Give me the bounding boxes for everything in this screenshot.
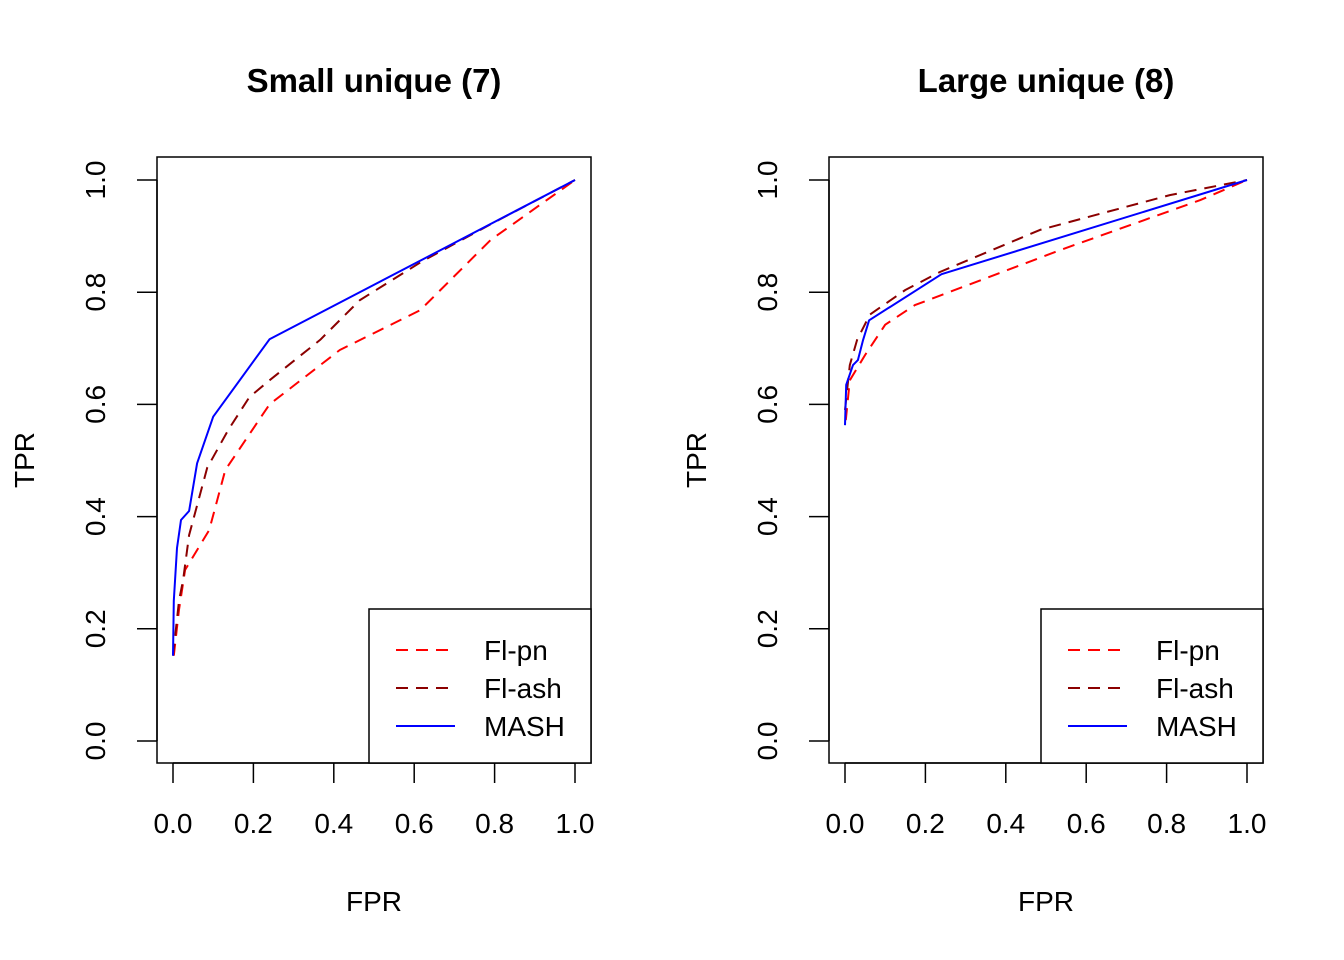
y-tick-label: 1.0	[80, 161, 111, 200]
x-tick-label: 0.6	[395, 808, 434, 839]
y-tick-label: 0.6	[80, 385, 111, 424]
chart-title: Small unique (7)	[247, 62, 502, 99]
y-axis: 0.0 0.2 0.4 0.6 0.8 1.0	[80, 161, 158, 761]
y-tick-label: 0.8	[80, 273, 111, 312]
series-line-mash	[844, 179, 1248, 426]
panel-small-unique: Small unique (7) 0.0 0.2 0.4 0.6 0.8 1.0 0.00…	[9, 62, 594, 917]
y-tick-label: 0.4	[752, 497, 783, 536]
series-line-fl-pn	[844, 179, 1248, 421]
y-tick-label: 0.8	[752, 273, 783, 312]
y-tick-label: 0.2	[752, 609, 783, 648]
chart-title: Large unique (8)	[918, 62, 1175, 99]
legend-box	[1040, 608, 1264, 764]
legend: Fl-pn Fl-ash MASH	[1040, 608, 1264, 764]
x-tick-label: 0.2	[234, 808, 273, 839]
series-layer	[844, 179, 1248, 426]
x-tick-label: 0.0	[826, 808, 865, 839]
x-tick-label: 0.4	[986, 808, 1025, 839]
y-axis-label: TPR	[681, 432, 712, 488]
series-line-mash	[172, 179, 576, 656]
y-axis-label: TPR	[9, 432, 40, 488]
x-tick-label: 0.2	[906, 808, 945, 839]
y-tick-label: 0.2	[80, 609, 111, 648]
x-axis: 0.0 0.2 0.4 0.6 0.8 1.0	[826, 762, 1267, 839]
legend-box	[368, 608, 592, 764]
legend-label: Fl-pn	[484, 635, 548, 666]
legend: Fl-pn Fl-ash MASH	[368, 608, 592, 764]
x-tick-label: 1.0	[556, 808, 595, 839]
y-axis: 0.0 0.2 0.4 0.6 0.8 1.0	[752, 161, 830, 761]
x-tick-label: 0.0	[154, 808, 193, 839]
legend-label: Fl-ash	[484, 673, 562, 704]
series-line-fl-ash	[172, 179, 576, 656]
series-line-fl-ash	[844, 179, 1248, 411]
y-tick-label: 0.0	[80, 722, 111, 761]
y-tick-label: 1.0	[752, 161, 783, 200]
series-line-fl-pn	[172, 179, 576, 656]
x-axis-label: FPR	[346, 886, 402, 917]
x-tick-label: 0.8	[475, 808, 514, 839]
y-tick-label: 0.4	[80, 497, 111, 536]
legend-label: MASH	[1156, 711, 1237, 742]
x-tick-label: 0.6	[1067, 808, 1106, 839]
series-layer	[172, 179, 576, 656]
x-tick-label: 0.8	[1147, 808, 1186, 839]
x-axis-label: FPR	[1018, 886, 1074, 917]
x-tick-label: 1.0	[1228, 808, 1267, 839]
legend-label: Fl-pn	[1156, 635, 1220, 666]
y-tick-label: 0.6	[752, 385, 783, 424]
x-tick-label: 0.4	[314, 808, 353, 839]
panel-large-unique: Large unique (8) 0.0 0.2 0.4 0.6 0.8 1.0 0.00…	[681, 62, 1266, 917]
legend-label: Fl-ash	[1156, 673, 1234, 704]
y-tick-label: 0.0	[752, 722, 783, 761]
legend-label: MASH	[484, 711, 565, 742]
x-axis: 0.0 0.2 0.4 0.6 0.8 1.0	[154, 762, 595, 839]
